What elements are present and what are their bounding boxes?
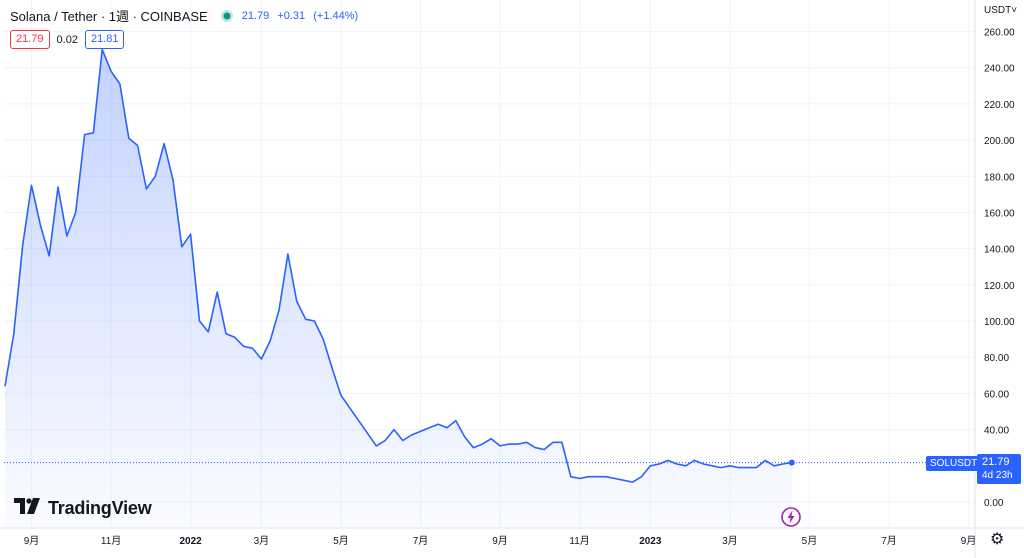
symbol-header[interactable]: Solana / Tether · 1週 · COINBASE 21.79 +0… — [10, 6, 363, 25]
price-line[interactable] — [4, 48, 792, 483]
currency-label: USDT — [984, 5, 1012, 16]
y-tick-label: 120.00 — [984, 281, 1015, 292]
bar-countdown: 4d 23h — [982, 470, 1013, 481]
x-tick-label: 9月 — [492, 535, 508, 547]
currency-selector[interactable]: USDT˅ — [984, 5, 1017, 16]
y-tick-label: 160.00 — [984, 208, 1015, 219]
buy-button[interactable]: 21.81 — [84, 30, 125, 49]
chevron-down-icon: ˅ — [1011, 5, 1018, 16]
lightning-icon[interactable] — [780, 506, 802, 528]
y-tick-label: 40.00 — [984, 426, 1009, 437]
y-axis[interactable]: 260.00 240.00 220.00 200.00 180.00 160.00 140.… — [974, 0, 1015, 558]
y-tick-label: 220.00 — [984, 100, 1015, 111]
x-tick-label: 2023 — [639, 536, 662, 547]
x-tick-label: 3月 — [254, 535, 270, 547]
last-price-dot — [788, 459, 795, 466]
brand-name: TradingView — [48, 498, 152, 518]
last-price-tag: 21.79 4d 23h — [977, 454, 1021, 484]
x-tick-label: 9月 — [961, 535, 977, 547]
y-tick-label: 80.00 — [984, 353, 1009, 364]
tradingview-logo-icon — [14, 498, 42, 519]
y-tick-label: 260.00 — [984, 27, 1015, 38]
x-tick-label: 7月 — [881, 535, 897, 547]
symbol-price-tag: SOLUSDT — [926, 456, 982, 471]
x-tick-label: 2022 — [180, 536, 203, 547]
price-change: +0.31 — [277, 9, 306, 22]
x-axis[interactable]: 9月 11月 2022 3月 5月 7月 9月 11月 2023 3月 5月 7月 9月 — [0, 527, 1024, 547]
price-area-fill — [5, 49, 792, 528]
y-tick-label: 140.00 — [984, 245, 1015, 256]
price-change-percent: (+1.44%) — [313, 9, 359, 22]
sell-button[interactable]: 21.79 — [10, 30, 50, 49]
order-buttons: 21.79 0.02 21.81 — [10, 30, 125, 49]
last-price: 21.79 — [241, 9, 270, 22]
x-tick-label: 11月 — [569, 535, 589, 547]
market-open-dot-icon — [220, 9, 234, 23]
x-tick-label: 9月 — [24, 535, 40, 547]
x-tick-label: 7月 — [413, 535, 429, 547]
price-tag-value: 21.79 — [982, 456, 1010, 468]
y-tick-label: 60.00 — [984, 389, 1009, 400]
tradingview-logo[interactable]: TradingView — [14, 498, 152, 519]
symbol-title[interactable]: Solana / Tether · 1週 · COINBASE — [10, 9, 208, 24]
x-tick-label: 11月 — [101, 535, 121, 547]
y-tick-label: 180.00 — [984, 172, 1015, 183]
y-tick-label: 100.00 — [984, 317, 1015, 328]
x-tick-label: 5月 — [802, 535, 818, 547]
gear-icon[interactable]: ⚙ — [990, 531, 1005, 548]
spread-value: 0.02 — [56, 33, 78, 46]
y-tick-label: 240.00 — [984, 64, 1015, 75]
x-tick-label: 3月 — [722, 535, 738, 547]
x-tick-label: 5月 — [333, 535, 349, 547]
y-tick-label: 200.00 — [984, 136, 1015, 147]
y-tick-label: 0.00 — [984, 498, 1004, 509]
quote-values: 21.79 +0.31 (+1.44%) — [242, 10, 363, 22]
